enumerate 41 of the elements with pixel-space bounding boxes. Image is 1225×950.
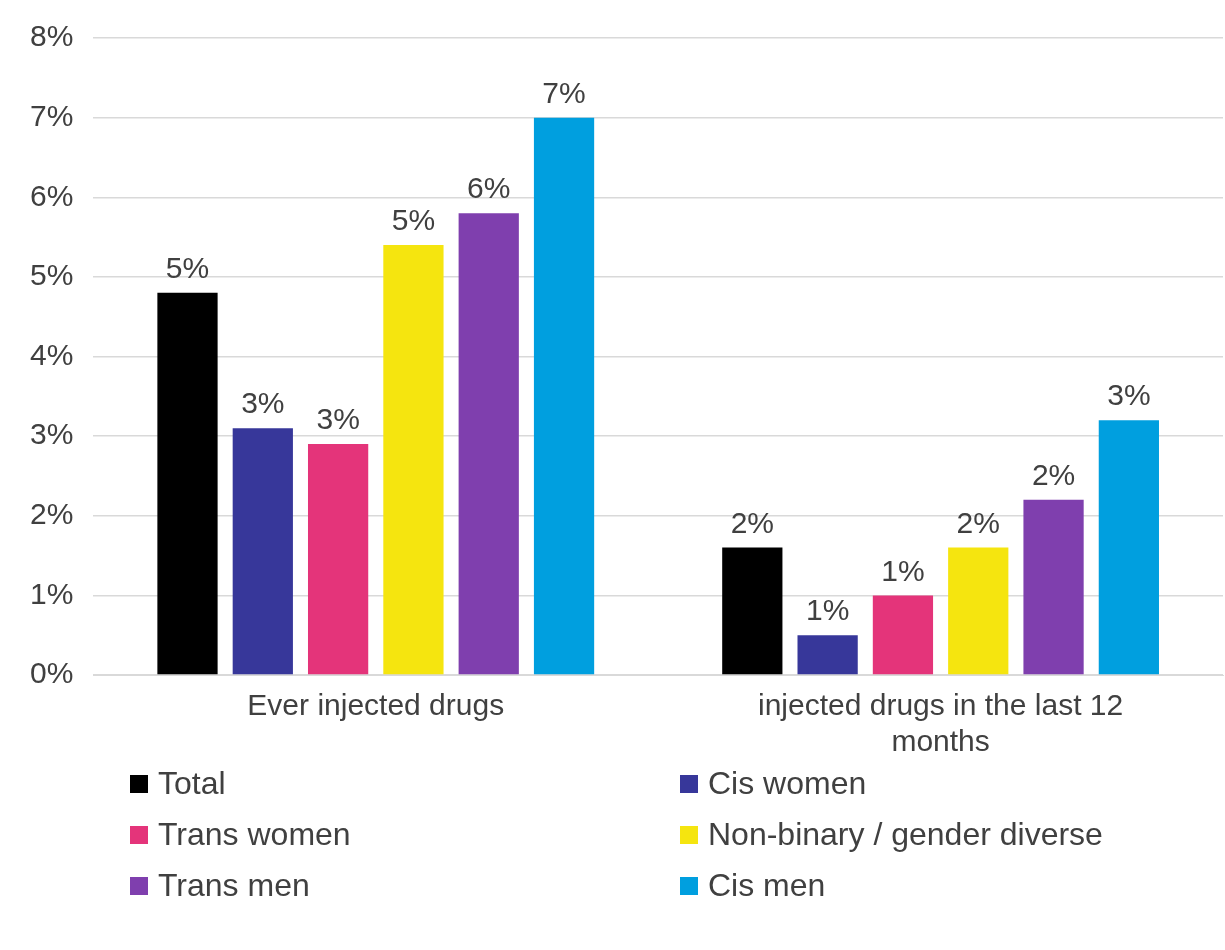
- bar: [797, 635, 858, 675]
- y-tick-label: 6%: [30, 178, 74, 212]
- legend-label: Cis women: [708, 765, 867, 802]
- bar: [458, 213, 519, 675]
- y-tick-label: 0%: [30, 656, 74, 690]
- data-label: 6%: [467, 171, 511, 205]
- bar: [232, 428, 293, 675]
- bar: [1023, 499, 1084, 675]
- data-label: 3%: [316, 402, 360, 436]
- data-label: 3%: [1107, 378, 1151, 412]
- y-tick-label: 7%: [30, 98, 74, 132]
- data-label: 7%: [542, 75, 586, 109]
- bar: [1098, 420, 1159, 675]
- data-label: 1%: [805, 593, 850, 627]
- y-tick-label: 1%: [30, 576, 74, 610]
- bar: [307, 444, 369, 675]
- data-label: 2%: [956, 505, 1000, 539]
- x-tick-label: injected drugs in the last 12 months: [757, 688, 1124, 758]
- bar: [383, 245, 444, 675]
- bar: [722, 547, 783, 675]
- bar: [872, 595, 934, 675]
- bar: [948, 547, 1009, 675]
- legend-label: Trans men: [158, 867, 310, 904]
- data-label: 2%: [1031, 458, 1076, 492]
- y-tick-label: 2%: [30, 497, 74, 531]
- data-label: 5%: [391, 203, 436, 237]
- y-tick-label: 3%: [30, 417, 74, 451]
- data-label: 5%: [165, 251, 210, 285]
- bar: [533, 117, 595, 675]
- legend-label: Total: [158, 765, 226, 802]
- data-label: 3%: [241, 386, 285, 420]
- y-tick-label: 8%: [30, 19, 74, 53]
- legend-label: Non-binary / gender diverse: [708, 816, 1103, 853]
- data-label: 1%: [881, 553, 925, 587]
- legend-label: Cis men: [708, 867, 826, 904]
- legend-label: Trans women: [158, 816, 351, 853]
- bar: [157, 292, 218, 675]
- y-tick-label: 5%: [30, 258, 74, 292]
- y-tick-label: 4%: [30, 337, 74, 371]
- data-label: 2%: [730, 505, 774, 539]
- x-tick-label: Ever injected drugs: [247, 688, 505, 722]
